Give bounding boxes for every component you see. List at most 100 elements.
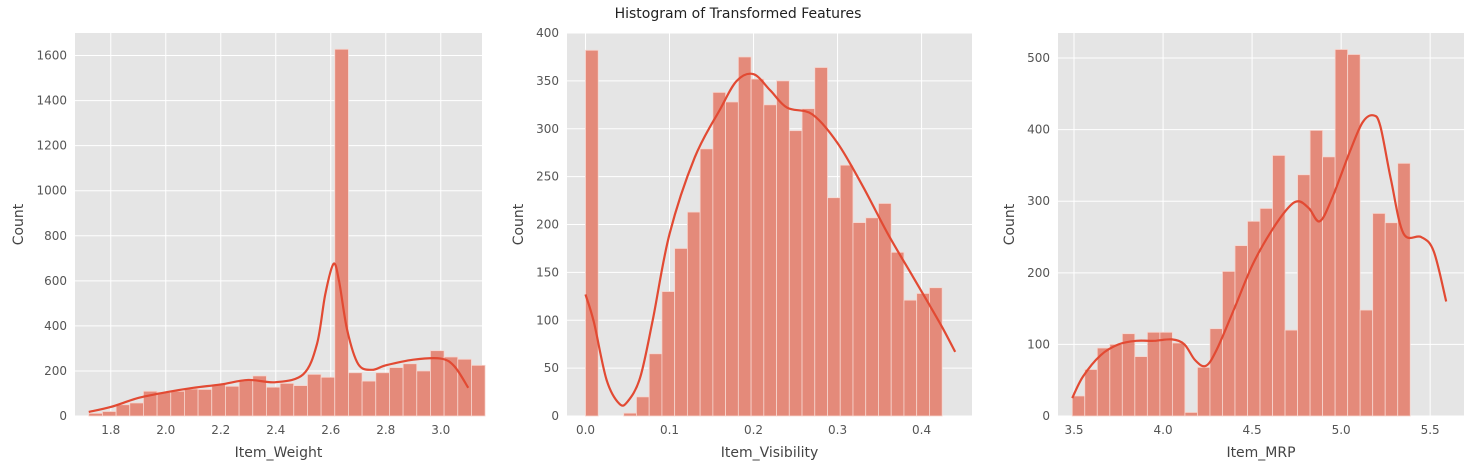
histogram-bar bbox=[1159, 331, 1173, 417]
x-axis-label: Item_Weight bbox=[235, 445, 323, 461]
y-tick-label: 500 bbox=[1027, 51, 1050, 65]
histogram-bar bbox=[674, 248, 688, 417]
histogram-bar bbox=[279, 382, 295, 417]
histogram-bar bbox=[839, 164, 854, 417]
y-axis-label: Count bbox=[1002, 203, 1018, 245]
histogram-bar bbox=[1309, 129, 1324, 417]
histogram-bar bbox=[225, 385, 240, 417]
histogram-bar bbox=[375, 372, 390, 417]
y-tick-label: 800 bbox=[44, 229, 67, 243]
x-tick-label: 4.5 bbox=[1243, 423, 1262, 437]
histogram-bar bbox=[623, 412, 637, 417]
histogram-bar bbox=[1247, 220, 1261, 417]
x-tick-label: 5.5 bbox=[1421, 423, 1440, 437]
x-tick-label: 0.3 bbox=[828, 423, 847, 437]
histogram-bar bbox=[585, 49, 599, 417]
y-tick-label: 0 bbox=[1042, 409, 1050, 423]
y-tick-label: 100 bbox=[1027, 337, 1050, 351]
x-tick-label: 0.0 bbox=[576, 423, 595, 437]
x-tick-label: 3.5 bbox=[1064, 423, 1083, 437]
histogram-bar bbox=[1334, 49, 1349, 417]
histogram-bar bbox=[293, 385, 308, 417]
histogram-panel-1: 0 200 400 600 800 1000 1200 1400 1600 1.8 2.0 2.2 2.… bbox=[11, 33, 486, 461]
histogram-bar bbox=[1171, 342, 1186, 417]
histogram-bar bbox=[129, 402, 144, 417]
histogram-bar bbox=[1071, 395, 1086, 417]
y-tick-label: 350 bbox=[536, 74, 559, 88]
histogram-bar bbox=[102, 411, 117, 417]
histogram-bar bbox=[238, 379, 254, 417]
histogram-bar bbox=[156, 391, 172, 417]
histogram-bar bbox=[443, 356, 459, 417]
histogram-bar bbox=[661, 291, 676, 417]
histogram-bar bbox=[1084, 369, 1098, 417]
histogram-bar bbox=[320, 376, 336, 417]
histogram-bar bbox=[763, 104, 777, 417]
histogram-bar bbox=[1109, 344, 1123, 417]
histogram-bar bbox=[170, 390, 185, 417]
histogram-bar bbox=[266, 386, 281, 417]
x-axis-label: Item_Visibility bbox=[721, 445, 819, 461]
x-tick-label: 4.0 bbox=[1154, 423, 1173, 437]
x-tick-label: 2.0 bbox=[156, 423, 175, 437]
histogram-bar bbox=[890, 251, 905, 417]
histogram-bar bbox=[852, 222, 867, 417]
histogram-bar bbox=[1284, 329, 1298, 417]
histogram-bar bbox=[1359, 309, 1374, 417]
histogram-bar bbox=[737, 56, 752, 417]
histogram-bar bbox=[776, 80, 790, 417]
y-tick-label: 200 bbox=[1027, 266, 1050, 280]
histogram-bar bbox=[712, 91, 727, 417]
histogram-bar bbox=[648, 353, 663, 417]
histogram-bar bbox=[307, 373, 322, 417]
kde-curve bbox=[1071, 114, 1448, 399]
histogram-bar bbox=[1134, 356, 1148, 417]
histogram-panel-2: 0 50 100 150 200 250 300 350 400 0.0 0.1 0.2 0.3 0.4 I… bbox=[511, 26, 972, 461]
x-tick-label: 0.1 bbox=[660, 423, 679, 437]
x-tick-label: 3.0 bbox=[431, 423, 450, 437]
histogram-bar bbox=[1347, 54, 1361, 417]
histogram-bar bbox=[1397, 162, 1411, 417]
y-tick-label: 300 bbox=[536, 122, 559, 136]
x-tick-label: 2.6 bbox=[321, 423, 340, 437]
y-tick-label: 200 bbox=[44, 364, 67, 378]
histogram-bar bbox=[699, 148, 714, 417]
histogram-bar bbox=[211, 384, 226, 417]
x-tick-label: 5.0 bbox=[1332, 423, 1351, 437]
histogram-bar bbox=[903, 299, 918, 417]
histogram-bar bbox=[115, 404, 131, 417]
y-tick-label: 1200 bbox=[36, 139, 67, 153]
figure-title: Histogram of Transformed Features bbox=[614, 6, 862, 22]
y-tick-label: 1000 bbox=[36, 184, 67, 198]
histogram-bar bbox=[1222, 270, 1236, 417]
histogram-bar bbox=[1234, 245, 1248, 417]
histogram-bar bbox=[402, 363, 418, 417]
histogram-bar bbox=[1272, 155, 1286, 417]
histogram-bar bbox=[1297, 174, 1311, 417]
histogram-bar bbox=[1372, 213, 1386, 417]
y-tick-label: 600 bbox=[44, 274, 67, 288]
histogram-bar bbox=[1121, 333, 1136, 417]
histogram-bar bbox=[636, 396, 650, 417]
histogram-bar bbox=[788, 130, 803, 417]
histogram-bar bbox=[457, 358, 472, 417]
histogram-bar bbox=[865, 217, 879, 417]
y-tick-label: 50 bbox=[544, 361, 559, 375]
y-tick-label: 1600 bbox=[36, 49, 67, 63]
x-tick-label: 1.8 bbox=[101, 423, 120, 437]
y-tick-label: 200 bbox=[536, 218, 559, 232]
histogram-bar bbox=[471, 364, 486, 417]
y-tick-label: 0 bbox=[551, 409, 559, 423]
x-tick-label: 2.4 bbox=[266, 423, 285, 437]
y-tick-label: 150 bbox=[536, 265, 559, 279]
histogram-bar bbox=[197, 389, 213, 417]
histogram-panel-3: 0 100 200 300 400 500 3.5 4.0 4.5 5.0 5.5 Item_MRP C… bbox=[1002, 33, 1464, 461]
y-tick-label: 400 bbox=[536, 26, 559, 40]
y-tick-label: 250 bbox=[536, 170, 559, 184]
y-tick-label: 400 bbox=[1027, 123, 1050, 137]
x-tick-label: 0.4 bbox=[912, 423, 931, 437]
histogram-bar bbox=[1146, 331, 1161, 417]
histogram-bar bbox=[416, 370, 431, 417]
y-tick-label: 400 bbox=[44, 319, 67, 333]
